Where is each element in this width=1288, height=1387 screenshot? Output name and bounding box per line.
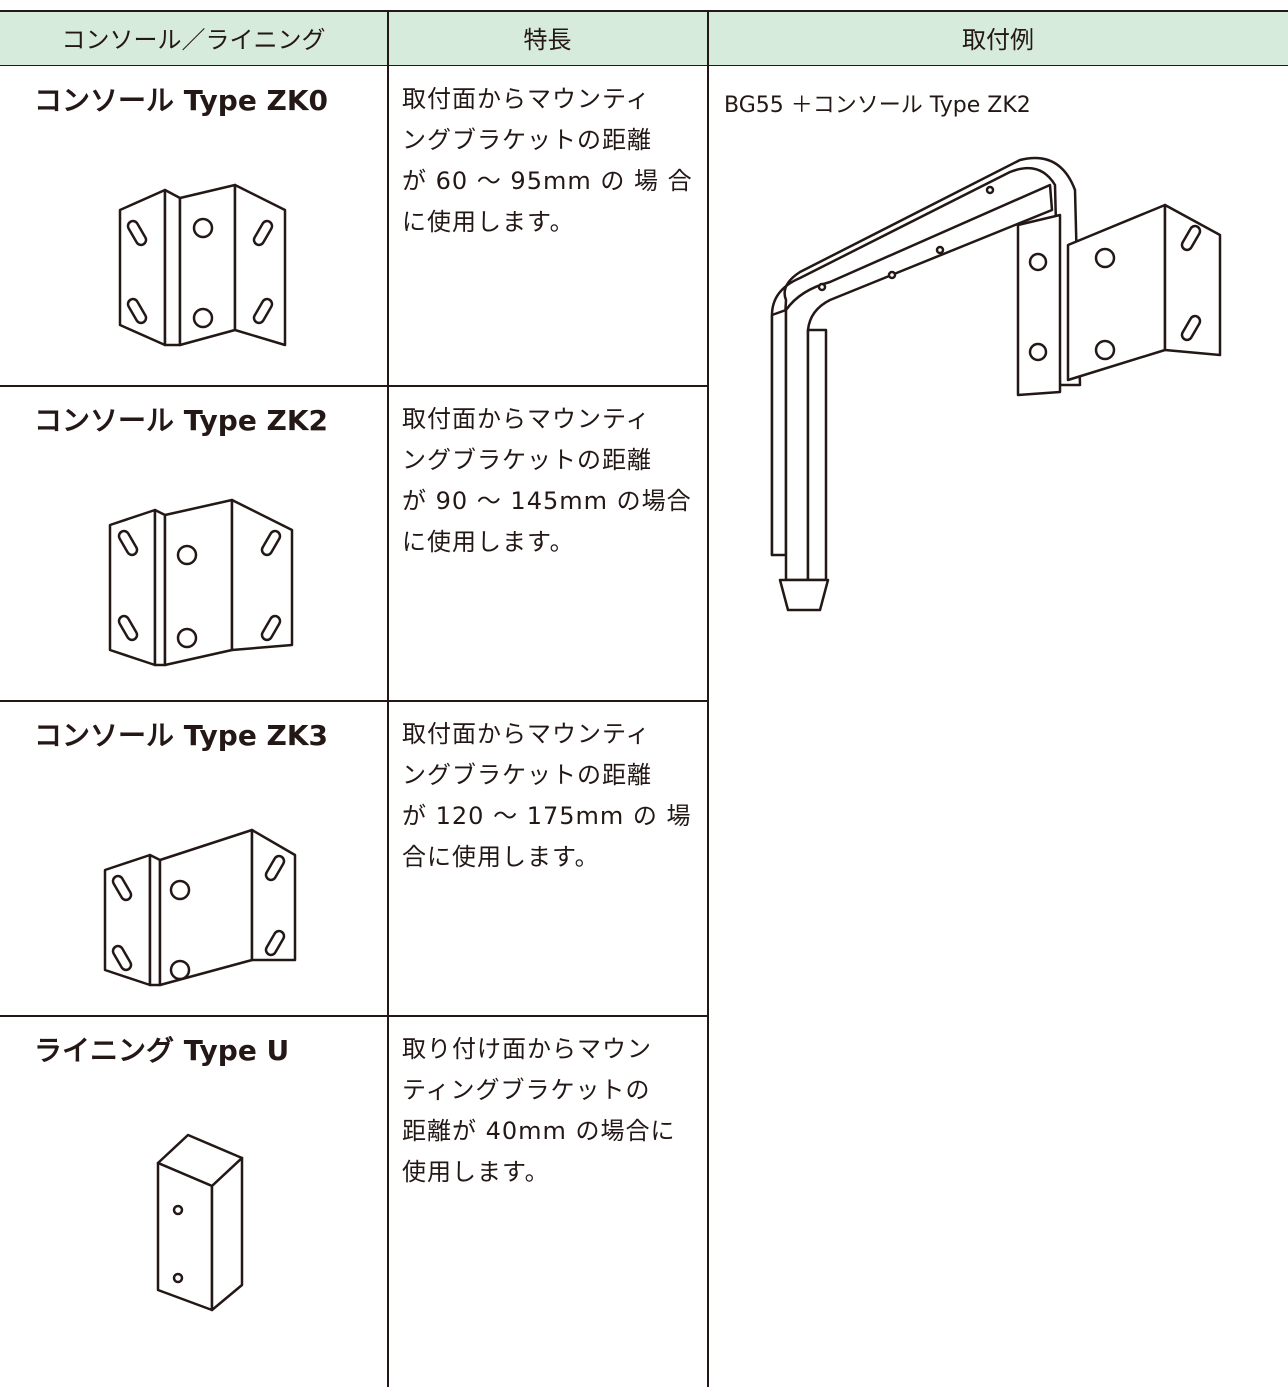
row-name: コンソール Type ZK3 — [34, 719, 329, 752]
feature-line: ティングブラケットの — [402, 1076, 651, 1104]
bracket-zk2 — [108, 498, 294, 667]
feature-line: が 90 ～ 145mm の場合 — [402, 487, 692, 515]
feature-line: に使用します。 — [402, 528, 575, 556]
row-line — [0, 385, 708, 387]
feature-line: ングブラケットの距離 — [402, 761, 652, 789]
feature-line: が 120 ～ 175mm の 場 — [402, 802, 692, 830]
feature-line: 取付面からマウンティ — [402, 85, 651, 113]
bracket-zk3 — [103, 828, 297, 987]
row-line — [0, 700, 708, 702]
example-caption: BG55 ＋コンソール Type ZK2 — [724, 93, 1031, 118]
feature-line: ングブラケットの距離 — [402, 446, 652, 474]
bracket-zk0 — [118, 183, 287, 347]
row-name: コンソール Type ZK0 — [34, 84, 329, 117]
mounting-example — [770, 156, 1222, 612]
feature-line: 取付面からマウンティ — [402, 405, 651, 433]
column-line — [387, 10, 389, 1387]
column-line — [707, 10, 709, 1387]
feature-line: 合に使用します。 — [402, 843, 600, 871]
feature-line: 使用します。 — [402, 1158, 550, 1186]
feature-line: に使用します。 — [402, 208, 575, 236]
lining-u — [156, 1133, 244, 1312]
feature-line: 距離が 40mm の場合に — [402, 1117, 676, 1145]
feature-line: ングブラケットの距離 — [402, 126, 652, 154]
feature-line: 取り付け面からマウン — [402, 1035, 652, 1063]
header-cell: 取付例 — [708, 10, 1288, 66]
header-cell: コンソール／ライニング — [0, 10, 387, 66]
row-name: ライニング Type U — [34, 1034, 290, 1067]
feature-line: 取付面からマウンティ — [402, 720, 651, 748]
row-line — [0, 1015, 708, 1017]
feature-line: が 60 ～ 95mm の 場 合 — [402, 167, 693, 195]
header-cell: 特長 — [387, 10, 708, 66]
row-name: コンソール Type ZK2 — [34, 404, 329, 437]
